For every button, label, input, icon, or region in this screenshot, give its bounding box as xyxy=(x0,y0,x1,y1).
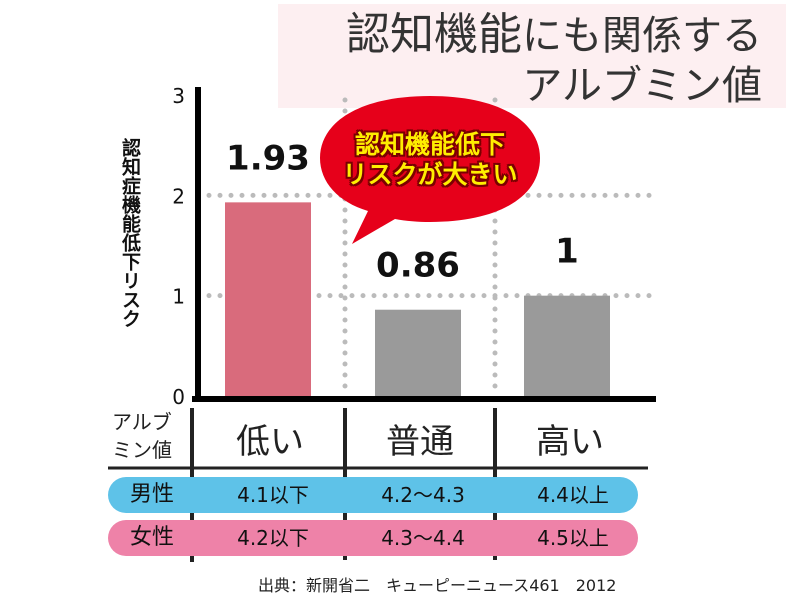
callout-bubble xyxy=(320,96,540,244)
bar-2 xyxy=(524,295,610,396)
y-axis-label: 認知症機能低下リスク xyxy=(119,138,141,328)
y-tick-label-0: 0 xyxy=(172,385,185,409)
callout-text: 認知機能低下 リスクが大きい xyxy=(330,130,530,190)
chart-title: 認知機能にも関係する アルブミン値 xyxy=(346,10,762,111)
male-label: 男性 xyxy=(129,482,174,507)
category-high: 高い xyxy=(536,422,604,462)
bar-value-label-2: 1 xyxy=(555,232,579,272)
title-line2: アルブミン値 xyxy=(522,63,762,109)
female-cell-low: 4.2以下 xyxy=(237,526,309,550)
male-cell-normal: 4.2〜4.3 xyxy=(381,483,465,507)
y-tick-label-3: 3 xyxy=(172,84,185,108)
title-box: 認知機能にも関係する アルブミン値 xyxy=(278,4,786,111)
category-normal: 普通 xyxy=(386,422,454,462)
bar-1 xyxy=(375,309,461,396)
male-cell-high: 4.4以上 xyxy=(537,483,609,507)
y-tick-label-1: 1 xyxy=(172,285,185,309)
table-header-line1: アルブ xyxy=(112,410,172,434)
female-row: 女性 4.2以下 4.3〜4.4 4.5以上 xyxy=(108,520,638,556)
category-low: 低い xyxy=(236,422,304,462)
bar-value-label-1: 0.86 xyxy=(376,246,460,286)
callout-line1: 認知機能低下 xyxy=(354,130,505,159)
table-header-label: アルブ ミン値 xyxy=(112,408,192,464)
title-line1-rest: にも関係する xyxy=(522,13,762,59)
source-note: 出典：新開省二 キューピーニュース461 2012 xyxy=(258,576,617,595)
female-cell-high: 4.5以上 xyxy=(537,526,609,550)
bar-value-label-0: 1.93 xyxy=(226,138,310,178)
y-tick-label-2: 2 xyxy=(172,184,185,208)
table-header-line2: ミン値 xyxy=(112,438,172,462)
female-label: 女性 xyxy=(129,525,174,550)
female-cell-normal: 4.3〜4.4 xyxy=(381,526,465,550)
male-cell-low: 4.1以下 xyxy=(237,483,309,507)
bar-0 xyxy=(225,202,311,396)
title-line1-kanji: 認知機能 xyxy=(346,9,522,60)
male-row: 男性 4.1以下 4.2〜4.3 4.4以上 xyxy=(108,477,638,513)
callout-line2: リスクが大きい xyxy=(342,160,518,189)
